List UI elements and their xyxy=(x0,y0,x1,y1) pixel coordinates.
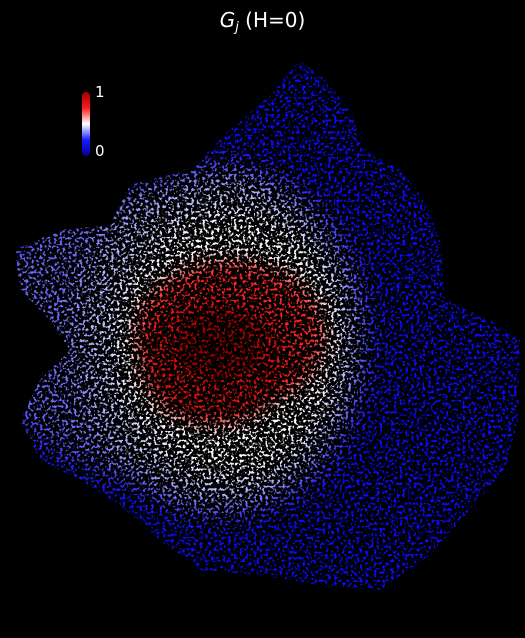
colorbar-min-label: 0 xyxy=(95,142,105,160)
title-suffix: (H=0) xyxy=(238,8,306,32)
map-layer xyxy=(15,60,520,590)
colorbar xyxy=(82,92,90,156)
figure-title: Gj (H=0) xyxy=(0,8,525,35)
colorbar-max-label: 1 xyxy=(95,83,105,101)
title-subscript: j xyxy=(235,20,239,35)
title-symbol: G xyxy=(219,8,236,32)
